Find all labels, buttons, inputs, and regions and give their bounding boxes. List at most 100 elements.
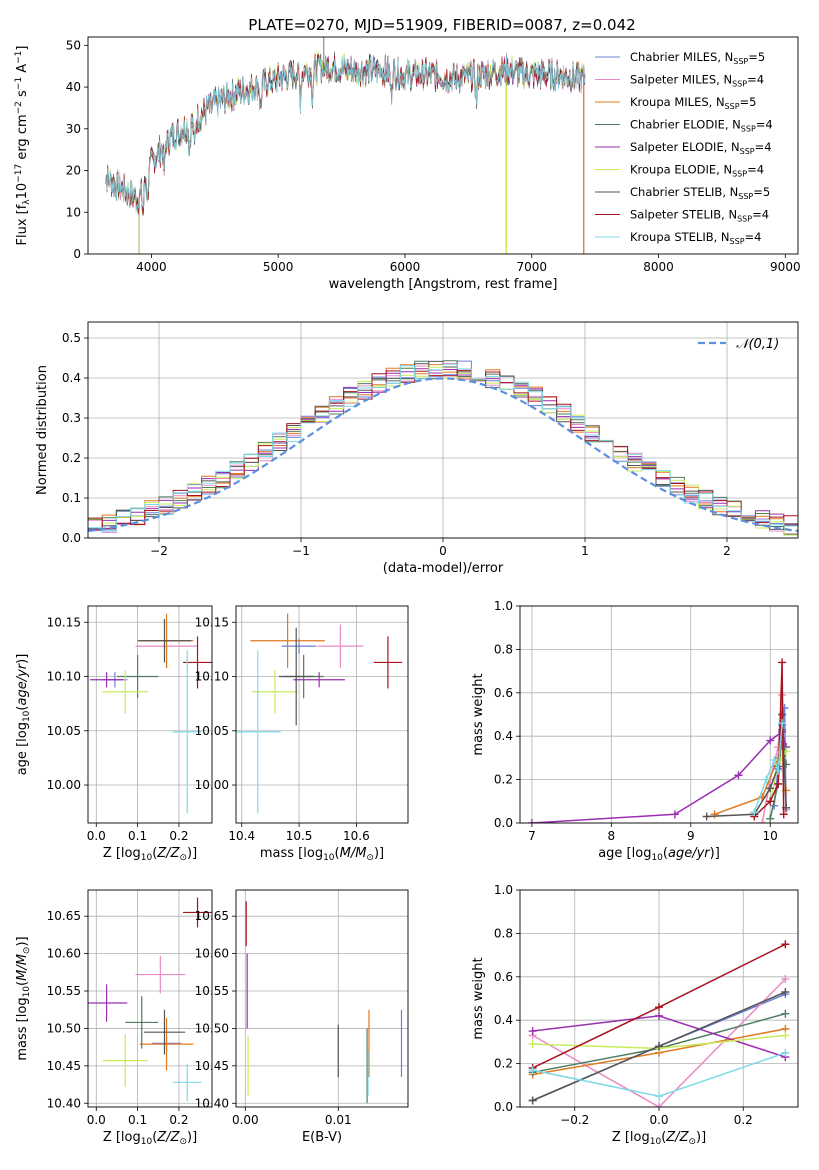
y-axis-label-part: Normed distribution [35,365,50,495]
massweight-marker [766,784,775,793]
legend-sub: SSP [725,102,740,111]
x-tick-label: 0.2 [734,1113,753,1127]
legend-sub: SSP [732,80,747,89]
x-axis-label-part: mass [log [260,846,323,861]
legend-entry: Kroupa ELODIE, NSSP=4 [630,163,764,179]
x-axis-label: E(B-V) [302,1130,342,1145]
massweight-marker [655,1042,663,1051]
age_vs_Z-plot-area [90,613,212,814]
y-tick-label: 0.0 [62,531,81,545]
y-axis-label-part: −17 [14,164,24,183]
legend-entry: Salpeter ELODIE, NSSP=4 [630,140,772,156]
spectrum-line [105,54,586,213]
y-axis-label-part: erg cm [15,114,30,163]
x-axis-label: (data-model)/error [383,561,504,576]
y-tick-label: 10.55 [195,984,229,998]
errorbar-point [293,672,345,688]
y-tick-label: 0 [73,247,81,261]
legend-entry: Salpeter STELIB, NSSP=4 [630,208,769,224]
x-axis-label-part: )] [187,1130,197,1145]
legend-entry: Salpeter MILES, NSSP=4 [630,73,764,89]
massweight-line [753,662,785,818]
massweight-marker [710,810,719,819]
plots-layer: 4000 5000 6000 7000 8000 900001020304050wavel… [14,36,801,1147]
y-axis-label-part: s [15,90,30,101]
y-axis-label: mass [log10(M/M⊙)] [15,936,32,1060]
massweight-marker [778,719,787,728]
y-axis-label: age [log10(age/yr)] [15,654,32,776]
massweight-marker [781,987,790,996]
x-axis-label-part: 10 [141,1137,153,1147]
x-tick-label: 8 [608,829,616,843]
massweight-marker [774,779,783,788]
spectrum-line [105,53,586,216]
legend-text: Chabrier ELODIE, N [630,118,741,132]
x-axis-label: mass [log10(M/M⊙)] [260,846,384,863]
x-tick-label: 0.0 [87,1113,106,1127]
y-tick-label: 0.4 [494,1013,513,1027]
y-tick-label: 0.0 [494,1100,513,1114]
errorbar-point [88,984,128,1022]
y-tick-label: 0.6 [494,970,513,984]
x-tick-label: 0 [439,544,447,558]
y-axis-label-part: 10 [22,986,32,998]
x-tick-label: 10.4 [228,829,255,843]
y-tick-label: 10.40 [195,1096,229,1110]
massweight-marker [781,974,790,983]
x-tick-label: −0.2 [560,1113,589,1127]
errorbar-point [137,619,192,663]
y-axis-label-part: M/M [15,954,30,981]
errorbar-point [252,670,298,714]
errorbar-point [135,955,186,994]
y-tick-label: 10 [66,205,81,219]
y-tick-label: 40 [66,80,81,94]
errorbar-point [102,670,148,714]
y-tick-label: 10.60 [195,947,229,961]
massweight-marker [778,658,787,667]
x-tick-label: −2 [150,544,168,558]
massweight-marker [774,766,783,775]
x-tick-label: 5000 [263,260,294,274]
x-tick-label: −1 [292,544,310,558]
histogram-step [88,369,798,529]
legend-text: Chabrier MILES, N [630,50,733,64]
massweight-marker [758,819,767,823]
legend-entry: Chabrier ELODIE, NSSP=4 [630,118,773,134]
histogram-step [88,366,798,536]
massweight_vs_age-axes: 7 8 9 10 0.0 0.2 0.4 0.6 0.8 1.0 mass weight age [l… [471,599,799,863]
x-tick-label: 2 [723,544,731,558]
legend-text: =5 [753,185,770,199]
axes-frame [87,605,213,824]
x-tick-label: 0.01 [325,1113,352,1127]
axes-frame [519,889,799,1108]
y-axis-label-part: ⊙ [22,947,32,955]
massweight_vs_Z-axes: −0.2 0.0 0.2 0.0 0.2 0.4 0.6 0.8 1.0 mass weight Z… [471,883,799,1147]
axes-frame [87,889,213,1108]
errorbar-point [102,1034,148,1087]
x-tick-label: 0.1 [128,1113,147,1127]
x-axis-label-part: age/yr [668,846,711,861]
errorbar-point [116,654,159,699]
x-axis-label-part: 10 [323,853,335,863]
legend-sub: SSP [733,57,748,66]
x-tick-label: 0.00 [232,1113,259,1127]
y-axis-label: mass weight [471,673,486,755]
x-tick-label: 10.6 [343,829,370,843]
errorbar-point [373,636,403,689]
x-axis-label-part: E(B-V) [302,1130,342,1145]
x-axis-label-part: ( [661,1130,666,1145]
x-tick-label: 0.0 [87,829,106,843]
legend-text: Kroupa ELODIE, N [630,163,732,177]
massweight-marker [528,1096,537,1105]
x-axis-label-part: )] [187,846,197,861]
massweight-marker [750,808,759,817]
y-axis-label-part: )] [15,654,30,664]
y-axis-label-part: ( [15,706,30,711]
x-tick-label: 1 [581,544,589,558]
y-axis-label-part: −1 [14,77,24,90]
massweight-marker [527,819,536,823]
y-tick-label: 10.05 [47,724,81,738]
histogram-step [88,363,798,532]
